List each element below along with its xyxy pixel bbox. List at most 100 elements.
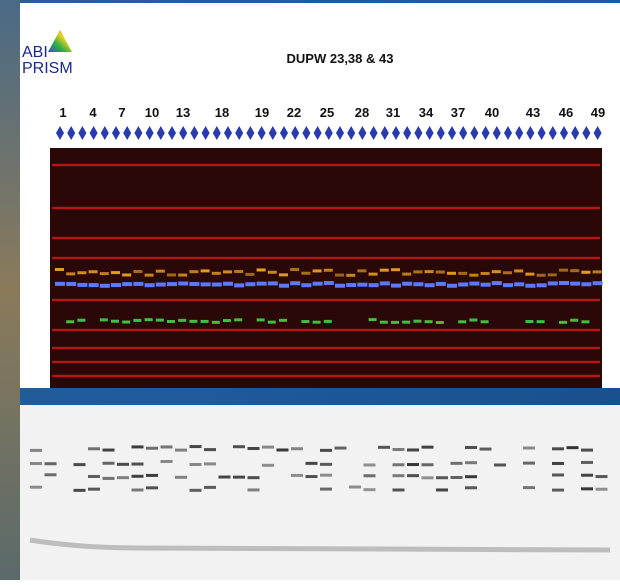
grey-band xyxy=(74,463,86,466)
green-band xyxy=(268,321,276,324)
green-band xyxy=(313,321,321,324)
grey-band xyxy=(132,445,144,448)
grey-band xyxy=(190,489,202,492)
green-band xyxy=(201,320,209,323)
orange-band xyxy=(548,273,557,276)
grey-band xyxy=(103,462,115,465)
blue-band xyxy=(425,283,435,287)
green-band xyxy=(145,318,153,321)
blue-band xyxy=(346,283,356,287)
blue-band xyxy=(335,284,345,288)
grey-band xyxy=(581,461,593,464)
orange-band xyxy=(346,274,355,277)
orange-band xyxy=(77,271,86,274)
red-band xyxy=(52,347,600,349)
grey-band xyxy=(30,462,42,465)
red-band xyxy=(52,375,600,377)
blue-band xyxy=(279,284,289,288)
grey-band xyxy=(581,449,593,452)
green-band xyxy=(559,321,567,324)
green-band xyxy=(122,321,130,324)
blue-band xyxy=(223,282,233,286)
grey-band xyxy=(581,474,593,477)
orange-band xyxy=(391,268,400,271)
green-band xyxy=(581,320,589,323)
grey-band xyxy=(596,475,608,478)
grey-band xyxy=(103,449,115,452)
green-band xyxy=(223,319,231,322)
blue-band xyxy=(357,283,367,287)
green-band xyxy=(391,321,399,324)
grey-band xyxy=(465,486,477,489)
green-band xyxy=(301,320,309,323)
blue-band xyxy=(537,283,547,287)
grey-band xyxy=(552,447,564,450)
green-band xyxy=(436,321,444,324)
grey-band xyxy=(146,447,158,450)
grey-band xyxy=(233,445,245,448)
blue-band xyxy=(156,283,166,287)
grey-band xyxy=(248,488,260,491)
orange-band xyxy=(514,269,523,272)
blue-band xyxy=(593,281,603,285)
green-band xyxy=(413,320,421,323)
blue-band xyxy=(212,283,222,287)
grey-band xyxy=(349,486,361,489)
green-band xyxy=(234,318,242,321)
orange-band xyxy=(167,273,176,276)
orange-band xyxy=(581,271,590,274)
orange-band xyxy=(436,271,445,274)
grey-band xyxy=(262,446,274,449)
blue-band xyxy=(55,282,65,286)
grey-band xyxy=(175,476,187,479)
orange-band xyxy=(335,274,344,277)
bottom-panel xyxy=(20,405,620,580)
grey-band xyxy=(117,476,129,479)
blue-band xyxy=(201,282,211,286)
grey-band xyxy=(233,476,245,479)
orange-band xyxy=(481,272,490,275)
orange-band xyxy=(357,269,366,272)
orange-band xyxy=(66,272,75,275)
grey-band xyxy=(451,462,463,465)
green-band xyxy=(481,320,489,323)
grey-band xyxy=(364,474,376,477)
grey-band xyxy=(103,477,115,480)
grey-band xyxy=(465,475,477,478)
orange-band xyxy=(89,270,98,273)
grey-band xyxy=(320,463,332,466)
orange-band xyxy=(212,272,221,275)
orange-band xyxy=(447,272,456,275)
grey-band xyxy=(132,463,144,466)
lane-label: 34 xyxy=(419,105,434,120)
lane-label: 28 xyxy=(355,105,369,120)
grey-band xyxy=(190,463,202,466)
orange-band xyxy=(189,270,198,273)
lane-label: 40 xyxy=(485,105,499,120)
grey-band xyxy=(465,446,477,449)
green-band xyxy=(178,319,186,322)
green-band xyxy=(537,320,545,323)
grey-band xyxy=(291,447,303,450)
grey-band xyxy=(567,446,579,449)
blue-band xyxy=(436,282,446,286)
orange-band xyxy=(145,274,154,277)
grey-band xyxy=(596,488,608,491)
grey-band xyxy=(320,449,332,452)
red-band xyxy=(52,257,600,259)
orange-band xyxy=(111,271,120,274)
green-band xyxy=(100,318,108,321)
grey-band xyxy=(465,461,477,464)
grey-band xyxy=(393,488,405,491)
red-band xyxy=(52,207,600,209)
green-band xyxy=(212,321,220,324)
grey-band xyxy=(204,462,216,465)
green-band xyxy=(570,319,578,322)
orange-band xyxy=(492,270,501,273)
grey-band xyxy=(451,476,463,479)
grey-band xyxy=(161,460,173,463)
green-band xyxy=(525,320,533,323)
orange-band xyxy=(324,269,333,272)
green-band xyxy=(257,318,265,321)
blue-band xyxy=(268,281,278,285)
